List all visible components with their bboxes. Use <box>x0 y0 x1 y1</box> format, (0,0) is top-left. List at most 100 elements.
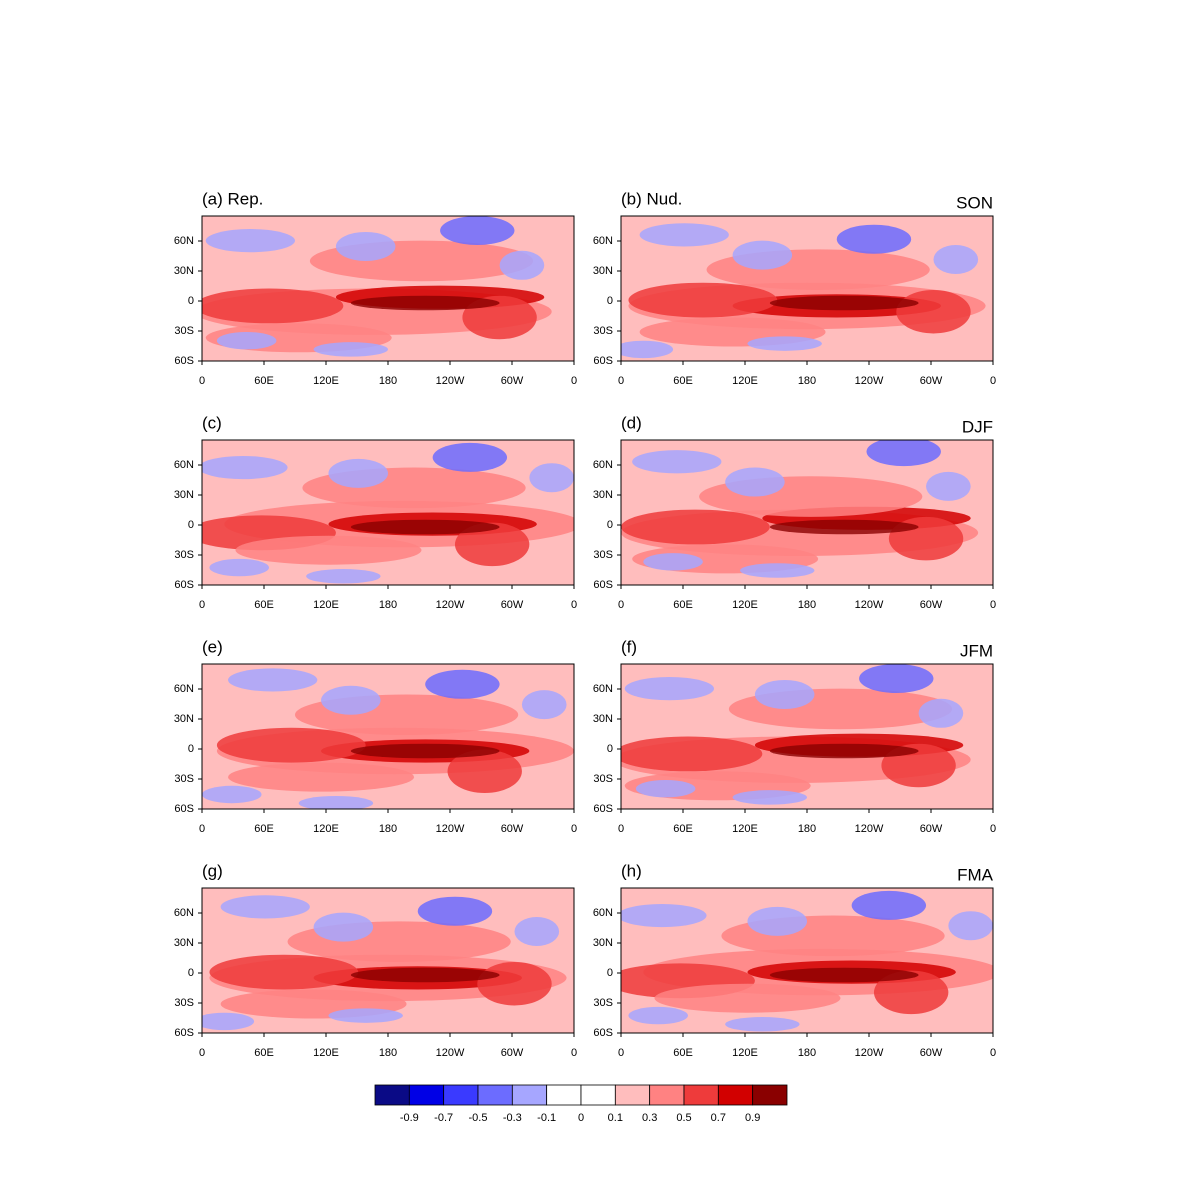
field-patch <box>216 727 366 763</box>
x-tick-label: 120W <box>436 1047 465 1059</box>
colorbar-label: 0 <box>578 1112 584 1124</box>
x-tick-label: 120E <box>732 599 758 611</box>
field-patch <box>521 690 567 720</box>
field-core <box>350 519 500 535</box>
y-tick-label: 30N <box>593 489 613 501</box>
field-patch <box>621 903 707 928</box>
map-panel: (h) FMA 0 60E 120E 180 120W 60W 0 60N 30N 0 30S 60S <box>593 861 996 1059</box>
field-patch <box>639 223 729 247</box>
x-tick-label: 120E <box>313 1047 339 1059</box>
x-tick-label: 0 <box>199 375 205 387</box>
field-patch <box>298 795 374 809</box>
y-tick-label: 0 <box>188 967 194 979</box>
field-patch <box>926 471 971 501</box>
x-tick-label: 60W <box>920 599 943 611</box>
field-patch <box>228 668 318 692</box>
field-patch <box>425 669 500 699</box>
field-patch <box>454 522 530 567</box>
x-tick-label: 0 <box>990 375 996 387</box>
y-tick-label: 0 <box>607 519 613 531</box>
field-patch <box>440 216 515 245</box>
x-tick-label: 120E <box>313 823 339 835</box>
colorbar-label: 0.9 <box>745 1112 760 1124</box>
field-patch <box>499 250 545 280</box>
x-tick-label: 0 <box>199 823 205 835</box>
x-tick-label: 60E <box>254 375 274 387</box>
colorbar-label: 0.3 <box>642 1112 657 1124</box>
field-patch <box>447 749 522 794</box>
field <box>621 888 993 1033</box>
x-tick-label: 120W <box>436 599 465 611</box>
y-tick-label: 30N <box>174 713 194 725</box>
field-patch <box>873 970 949 1015</box>
x-tick-label: 0 <box>571 375 577 387</box>
colorbar-label: -0.1 <box>537 1112 556 1124</box>
colorbar-label: 0.5 <box>676 1112 691 1124</box>
field-patch <box>632 450 722 474</box>
field <box>202 216 574 361</box>
field-patch <box>643 553 703 571</box>
map-panel: (e) 0 60E 120E 180 120W 60W 0 60N 30N 0 30S 60S <box>174 637 577 834</box>
field-patch <box>529 463 574 493</box>
y-tick-label: 30S <box>593 997 613 1009</box>
field-patch <box>851 890 927 920</box>
field-core <box>350 743 500 759</box>
x-tick-label: 0 <box>571 1047 577 1059</box>
field-patch <box>747 336 822 351</box>
y-tick-label: 0 <box>607 967 613 979</box>
x-tick-label: 120W <box>436 823 465 835</box>
y-tick-label: 0 <box>188 743 194 755</box>
field-core <box>769 743 919 759</box>
colorbar-box <box>511 1084 548 1106</box>
y-tick-label: 30N <box>174 937 194 949</box>
colorbar-box <box>408 1084 445 1106</box>
field-patch <box>202 785 262 804</box>
colorbar-box <box>374 1084 410 1106</box>
x-tick-label: 120E <box>313 599 339 611</box>
colorbar-label: -0.7 <box>434 1112 453 1124</box>
y-tick-label: 30S <box>593 325 613 337</box>
field-patch <box>321 685 381 715</box>
field-patch <box>859 664 934 693</box>
field-patch <box>621 736 763 772</box>
field-patch <box>621 340 674 359</box>
field <box>202 440 574 585</box>
field-patch <box>628 1006 688 1025</box>
colorbar-label: 0.7 <box>711 1112 726 1124</box>
y-tick-label: 30S <box>174 773 194 785</box>
field-patch <box>896 289 971 334</box>
y-tick-label: 0 <box>607 295 613 307</box>
y-tick-label: 60S <box>174 803 194 815</box>
field-patch <box>747 906 807 936</box>
x-tick-label: 180 <box>798 1047 816 1059</box>
y-tick-label: 60N <box>174 235 194 247</box>
y-tick-label: 30N <box>174 265 194 277</box>
y-tick-label: 30N <box>174 489 194 501</box>
x-tick-label: 60E <box>673 599 693 611</box>
colorbar: -0.9 -0.7 -0.5 -0.3 -0.1 0 0.1 0.3 0.5 0.7 0.9 <box>374 1084 788 1124</box>
map-panel: (f) JFM 0 60E 120E 180 120W 60W 0 60N 30N 0 30S 60S <box>593 637 996 834</box>
x-tick-label: 180 <box>798 375 816 387</box>
y-tick-label: 60S <box>174 355 194 367</box>
x-tick-label: 120W <box>855 375 884 387</box>
x-tick-label: 60W <box>501 375 524 387</box>
field-patch <box>202 1012 255 1031</box>
x-tick-label: 0 <box>199 1047 205 1059</box>
field-patch <box>216 332 277 350</box>
x-tick-label: 0 <box>199 599 205 611</box>
x-tick-label: 180 <box>798 823 816 835</box>
y-tick-label: 60N <box>174 907 194 919</box>
x-tick-label: 0 <box>990 1047 996 1059</box>
field <box>621 440 993 585</box>
x-tick-label: 60W <box>920 1047 943 1059</box>
x-tick-label: 0 <box>618 599 624 611</box>
y-tick-label: 60N <box>593 683 613 695</box>
field-patch <box>918 698 964 728</box>
field-patch <box>235 535 422 565</box>
x-tick-label: 0 <box>571 823 577 835</box>
x-tick-label: 60E <box>254 599 274 611</box>
field <box>621 664 993 809</box>
x-tick-label: 60W <box>501 823 524 835</box>
colorbar-box <box>649 1084 685 1106</box>
